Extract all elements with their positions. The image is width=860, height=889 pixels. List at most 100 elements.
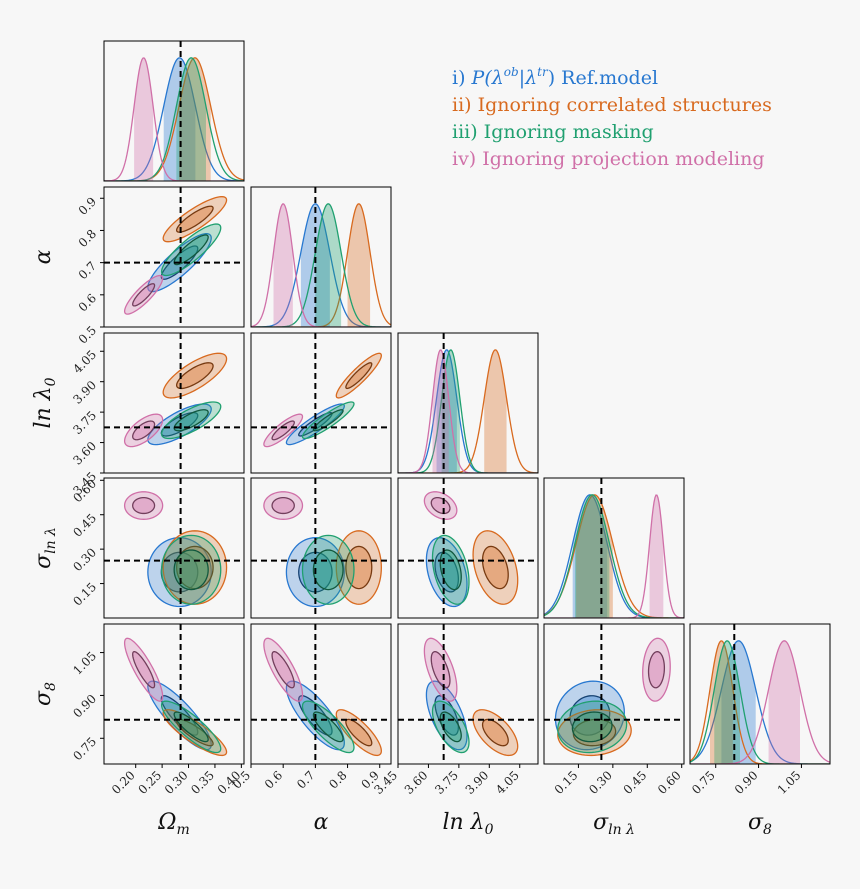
xtick-label-sig-0: 0.15	[552, 768, 581, 797]
xtick-label-sig-1: 0.30	[586, 768, 615, 797]
xtick-label-alpha-2: 0.7	[294, 768, 317, 791]
panel-frame-sig-om	[103, 477, 245, 619]
xtick-label-s8-1: 0.90	[732, 768, 761, 797]
xtick-label-lnl0-4: 4.05	[493, 768, 522, 797]
panel-frame-s8-om	[103, 623, 245, 765]
contour-inner-lnl0-alpha-series-2	[345, 362, 373, 390]
panel-s8-alpha	[251, 624, 391, 764]
contour-outer-s8-alpha-series-2	[335, 709, 382, 757]
contour-outer-s8-sig-series-3	[557, 700, 628, 754]
contour-inner-lnl0-om-series-4	[132, 420, 156, 441]
panel-sig-lnl0	[398, 478, 538, 618]
xtick-label-om-0: 0.20	[109, 768, 138, 797]
ytick-label-alpha-4: 0.9	[76, 194, 99, 217]
contour-inner-alpha-om-series-2	[175, 205, 214, 233]
xaxis-label-sig: σln λ	[593, 810, 635, 838]
legend: i) P(λob|λtr) Ref.model ii) Ignoring corr…	[452, 65, 772, 170]
marginal-shade-lnl0-series-1	[436, 349, 457, 473]
contour-inner-s8-alpha-series-3	[312, 711, 344, 743]
ytick-label-sig-0: 0.15	[70, 580, 99, 609]
marginal-curve-lnl0-series-2	[398, 349, 538, 473]
contour-outer-lnl0-om-series-3	[160, 401, 222, 440]
legend-entry-1: i) P(λob|λtr) Ref.model	[452, 65, 658, 89]
yaxis-label-s8: σ8	[31, 682, 59, 706]
marginal-shade-om-series-3	[176, 57, 206, 181]
ytick-label-s8-1: 0.90	[70, 692, 99, 721]
ytick-label-lnl0-4: 4.05	[70, 347, 99, 376]
panel-lnl0-lnl0	[398, 333, 538, 473]
marginal-shade-alpha-series-4	[273, 203, 293, 327]
contour-inner-sig-lnl0-series-4	[430, 496, 451, 515]
panel-om-om	[104, 41, 244, 181]
contour-inner-sig-alpha-series-3	[312, 549, 344, 591]
marginal-shade-sig-series-4	[649, 494, 664, 618]
contour-outer-s8-om-series-4	[123, 637, 164, 702]
contour-inner-s8-sig-series-4	[647, 650, 666, 689]
legend-entry-4: iv) Ignoring projection modeling	[452, 148, 765, 170]
xtick-label-alpha-3: 0.8	[326, 768, 349, 791]
contour-outer-sig-lnl0-series-2	[472, 530, 519, 605]
panel-alpha-alpha	[251, 187, 391, 327]
panel-s8-s8	[690, 624, 830, 764]
ytick-label-lnl0-1: 3.60	[70, 439, 99, 468]
contour-outer-lnl0-alpha-series-2	[335, 352, 382, 399]
marginal-curve-om-series-4	[104, 57, 244, 181]
contour-outer-s8-sig-series-2	[557, 709, 632, 757]
panel-frame-sig-alpha	[250, 477, 392, 619]
legend-entry-3: iii) Ignoring masking	[452, 121, 654, 143]
yaxis-label-sig: σln λ	[31, 527, 59, 569]
contour-outer-lnl0-om-series-2	[162, 352, 228, 399]
contour-outer-sig-alpha-series-4	[263, 491, 304, 520]
panel-frame-s8-sig	[543, 623, 685, 765]
contour-inner-s8-alpha-series-4	[271, 650, 295, 689]
marginal-shade-alpha-series-2	[347, 203, 371, 327]
contour-outer-sig-alpha-series-2	[335, 530, 382, 605]
contour-outer-s8-om-series-3	[160, 700, 222, 754]
panel-frame-alpha-om	[103, 186, 245, 328]
ytick-label-lnl0-2: 3.75	[70, 408, 99, 437]
panel-sig-sig	[544, 478, 684, 618]
yaxis-label-lnl0: ln λ0	[31, 377, 59, 428]
panel-alpha-om	[104, 187, 244, 327]
contour-inner-s8-lnl0-series-4	[430, 650, 451, 689]
panel-frame-sig-sig	[543, 477, 685, 619]
contour-inner-lnl0-alpha-series-3	[312, 409, 344, 432]
panel-frame-sig-lnl0	[397, 477, 539, 619]
marginal-shade-om-series-1	[163, 57, 196, 181]
legend-entry-2: ii) Ignoring correlated structures	[452, 94, 772, 116]
contour-inner-s8-om-series-4	[132, 650, 156, 689]
xtick-label-s8-0: 0.75	[689, 768, 718, 797]
panel-sig-om	[104, 478, 244, 618]
panel-s8-sig	[544, 624, 684, 764]
contour-outer-sig-om-series-3	[160, 534, 222, 605]
xaxis-label-om: Ωm	[157, 810, 190, 838]
contour-inner-sig-om-series-3	[173, 549, 209, 591]
yaxis-label-alpha: α	[31, 249, 56, 264]
ytick-label-alpha-0: 0.5	[76, 323, 99, 346]
ytick-label-s8-0: 0.75	[70, 735, 99, 764]
contour-inner-lnl0-alpha-series-4	[271, 420, 295, 441]
panel-frame-s8-lnl0	[397, 623, 539, 765]
panel-s8-om	[104, 624, 244, 764]
marginal-shade-sig-series-1	[572, 494, 608, 618]
panel-frame-om-om	[103, 40, 245, 182]
contour-outer-sig-om-series-4	[123, 491, 164, 520]
xtick-label-lnl0-1: 3.60	[402, 768, 431, 797]
marginal-shade-sig-series-2	[576, 494, 613, 618]
marginal-shade-s8-series-3	[714, 640, 740, 764]
marginal-shade-om-series-4	[134, 57, 154, 181]
marginal-shade-s8-series-4	[768, 640, 800, 764]
contour-outer-lnl0-alpha-series-4	[263, 413, 304, 448]
panels-layer	[103, 40, 831, 765]
panel-lnl0-alpha	[251, 333, 391, 473]
contour-outer-sig-lnl0-series-3	[431, 534, 470, 605]
contour-outer-alpha-om-series-4	[123, 274, 164, 315]
panel-frame-lnl0-om	[103, 332, 245, 474]
contour-inner-alpha-om-series-4	[132, 283, 156, 307]
contour-inner-s8-lnl0-series-2	[481, 718, 509, 747]
contour-inner-s8-om-series-3	[173, 711, 209, 743]
xtick-label-om-1: 0.25	[135, 768, 164, 797]
marginal-shade-alpha-series-1	[300, 203, 330, 327]
marginal-shade-s8-series-2	[710, 640, 733, 764]
